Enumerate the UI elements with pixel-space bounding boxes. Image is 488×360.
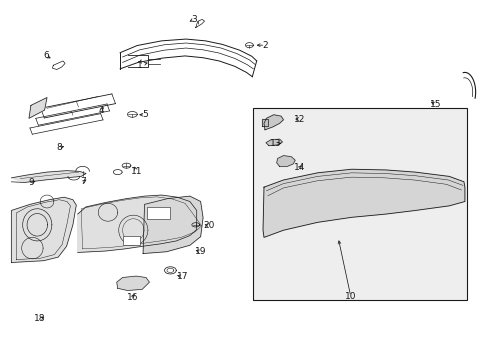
Bar: [122, 235, 140, 244]
Text: 16: 16: [126, 293, 138, 302]
Polygon shape: [143, 196, 203, 253]
Text: 2: 2: [262, 41, 268, 50]
Text: 8: 8: [56, 143, 62, 152]
Polygon shape: [276, 156, 295, 166]
Text: 19: 19: [194, 247, 206, 256]
Polygon shape: [264, 115, 283, 130]
Polygon shape: [117, 276, 149, 291]
Text: 7: 7: [81, 177, 86, 186]
Text: 4: 4: [98, 105, 104, 114]
Text: 3: 3: [190, 15, 196, 24]
Text: 1: 1: [137, 61, 142, 70]
Polygon shape: [263, 169, 464, 237]
Text: 20: 20: [203, 221, 214, 230]
Polygon shape: [11, 171, 86, 183]
Text: 17: 17: [177, 272, 188, 281]
Text: 11: 11: [130, 167, 142, 176]
Text: 14: 14: [293, 163, 305, 172]
Polygon shape: [265, 139, 282, 145]
Text: 9: 9: [28, 178, 34, 187]
Text: 6: 6: [43, 51, 49, 60]
Text: 12: 12: [294, 114, 305, 123]
Text: 18: 18: [34, 314, 46, 323]
Polygon shape: [11, 197, 76, 262]
Bar: [253, 108, 466, 300]
Text: 13: 13: [270, 139, 282, 148]
Polygon shape: [78, 195, 196, 252]
Text: 10: 10: [345, 292, 356, 301]
Text: 5: 5: [142, 110, 147, 119]
Polygon shape: [29, 98, 47, 118]
Text: 15: 15: [429, 100, 441, 109]
Bar: [147, 207, 170, 220]
Polygon shape: [261, 119, 267, 126]
